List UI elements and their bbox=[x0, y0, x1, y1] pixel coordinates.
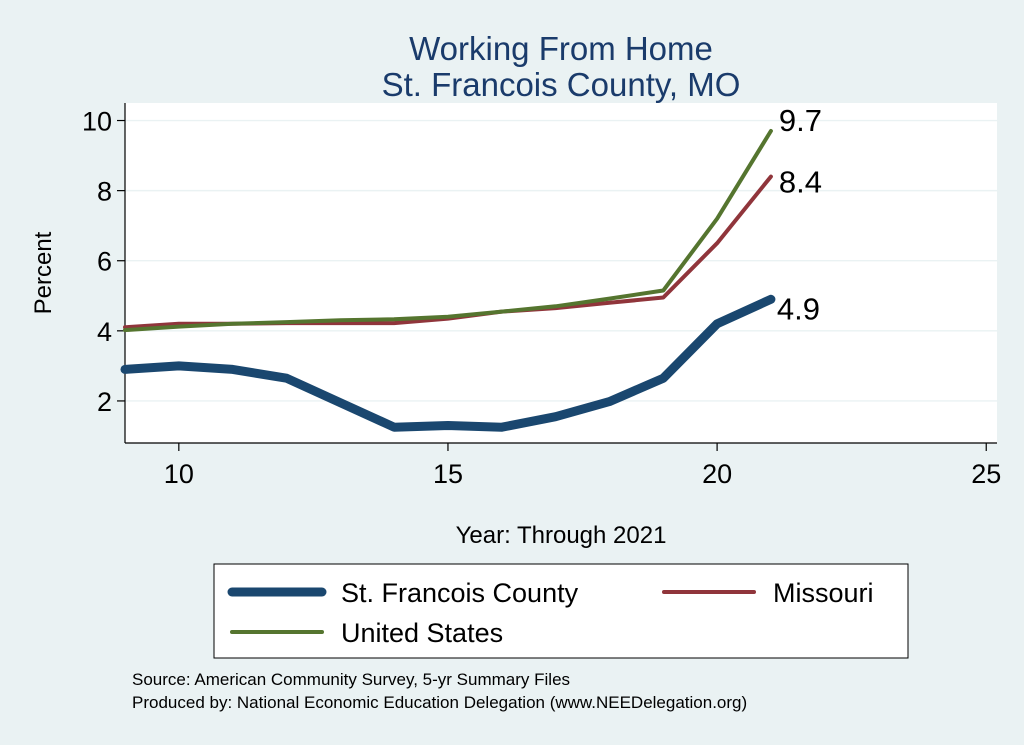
plot-area bbox=[125, 103, 997, 443]
series-line-united-states bbox=[123, 129, 773, 333]
chart-title: Working From Home bbox=[409, 30, 713, 67]
legend-label: St. Francois County bbox=[341, 578, 579, 608]
source-note: Source: American Community Survey, 5-yr … bbox=[132, 670, 570, 689]
y-tick-label: 6 bbox=[97, 247, 112, 277]
y-tick-label: 10 bbox=[82, 107, 112, 137]
series-line-st-francois-county bbox=[120, 294, 776, 432]
x-tick-label: 25 bbox=[971, 459, 1001, 489]
y-tick-label: 2 bbox=[97, 387, 112, 417]
y-tick-label: 4 bbox=[97, 317, 112, 347]
y-ticks: 2 4 6 8 10 bbox=[82, 107, 125, 417]
chart-subtitle: St. Francois County, MO bbox=[382, 66, 741, 103]
x-tick-label: 20 bbox=[702, 459, 732, 489]
legend-label: United States bbox=[341, 618, 503, 648]
end-label: 9.7 bbox=[779, 103, 822, 138]
x-ticks: 10 15 20 25 bbox=[164, 443, 1001, 489]
x-tick-label: 15 bbox=[433, 459, 463, 489]
end-label: 4.9 bbox=[777, 291, 820, 326]
grid bbox=[125, 119, 997, 402]
end-labels: 4.9 8.4 9.7 bbox=[777, 103, 822, 326]
legend-box bbox=[213, 563, 909, 659]
end-label: 8.4 bbox=[779, 165, 822, 200]
producer-note: Produced by: National Economic Education… bbox=[132, 693, 747, 712]
x-tick-label: 10 bbox=[164, 459, 194, 489]
x-axis-title: Year: Through 2021 bbox=[456, 522, 667, 549]
legend: St. Francois County Missouri United States bbox=[227, 578, 874, 648]
y-tick-label: 8 bbox=[97, 177, 112, 207]
legend-label: Missouri bbox=[773, 578, 874, 608]
y-axis-title: Percent bbox=[30, 231, 57, 314]
series-lines bbox=[120, 129, 776, 432]
